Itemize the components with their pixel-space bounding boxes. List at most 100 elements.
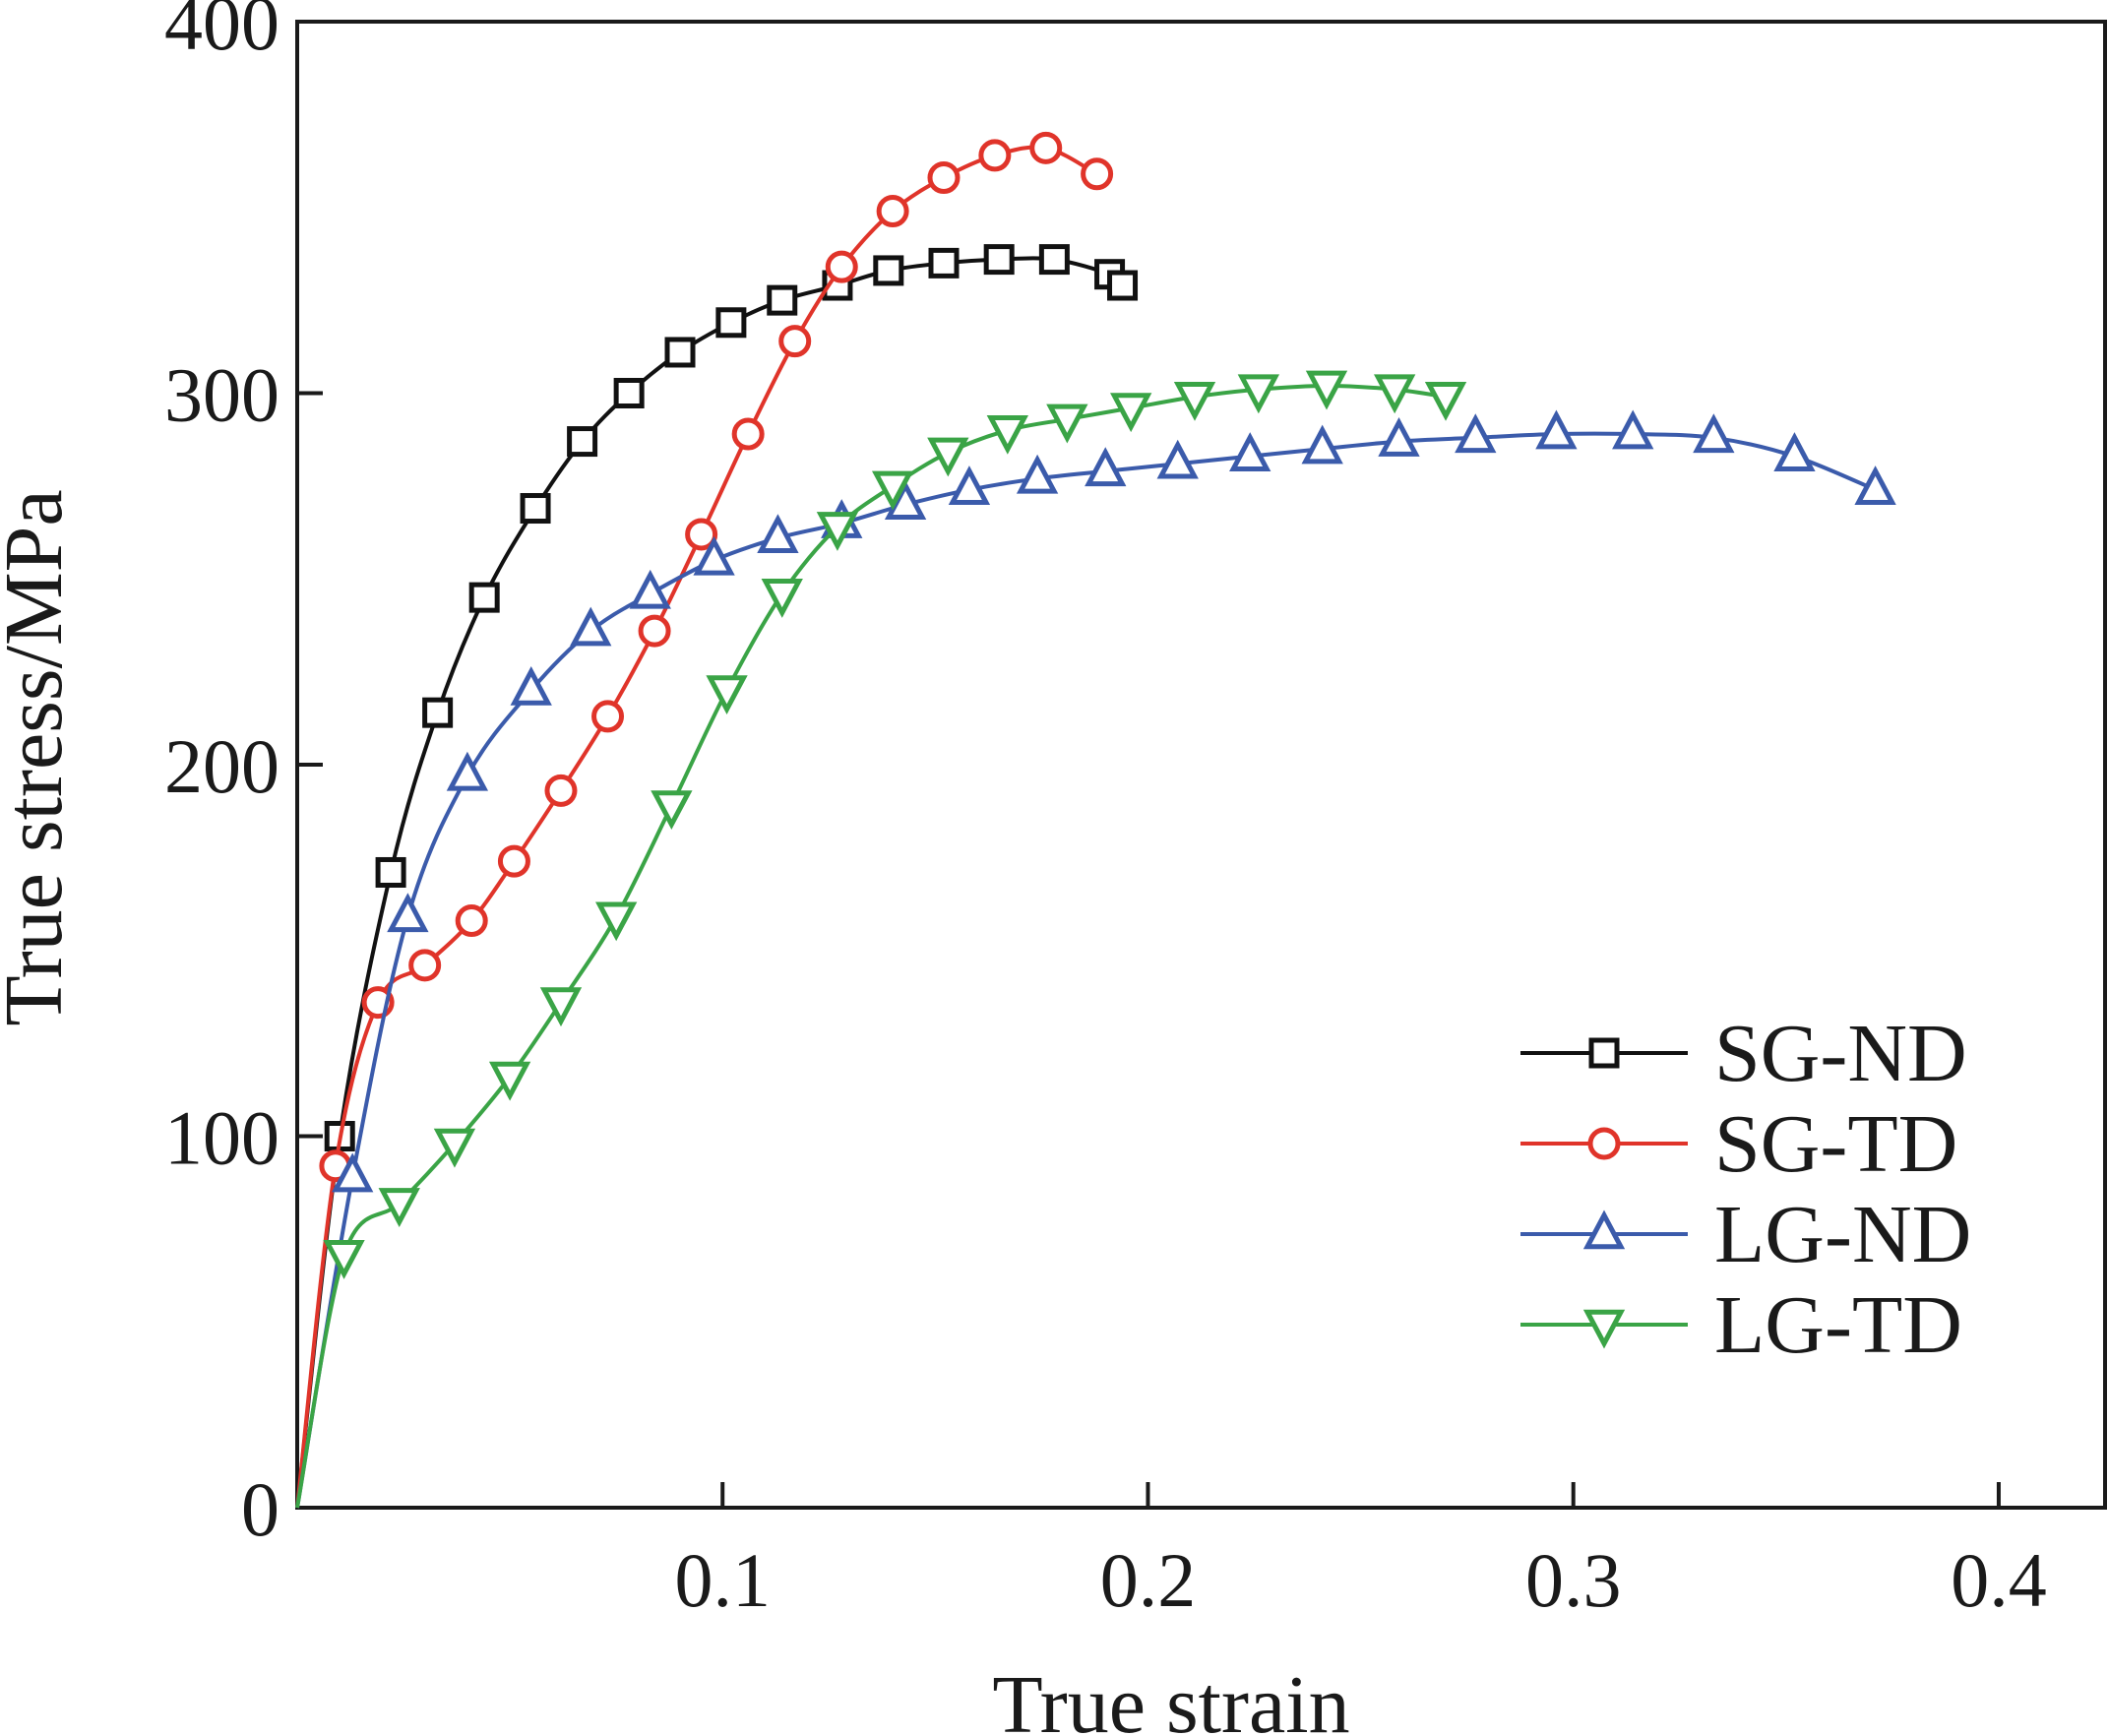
data-point <box>761 579 803 618</box>
data-point <box>1156 439 1199 479</box>
data-point <box>1305 370 1348 410</box>
data-point <box>986 414 1028 455</box>
data-point <box>1173 381 1216 421</box>
data-point <box>706 675 748 715</box>
legend-marker <box>1588 1037 1620 1069</box>
data-point <box>873 255 904 286</box>
data-point <box>1229 432 1271 471</box>
data-point <box>715 307 747 339</box>
data-point <box>927 161 961 195</box>
legend-item: LG-TD <box>1520 1279 1962 1371</box>
data-point <box>731 417 765 451</box>
y-tick-label: 200 <box>164 723 279 809</box>
x-axis-ticks: 0.1 0.2 0.3 0.4 <box>674 1482 2047 1623</box>
data-point <box>1110 393 1152 433</box>
y-tick-label: 100 <box>164 1095 279 1181</box>
data-point <box>1301 424 1343 465</box>
legend-item: SG-ND <box>1520 1008 1967 1099</box>
data-point <box>983 244 1015 276</box>
legend-marker <box>1582 1309 1626 1349</box>
y-axis-ticks: 0 100 200 300 400 <box>164 0 323 1552</box>
series-sg-nd <box>295 244 1139 1509</box>
data-point <box>1773 432 1816 471</box>
data-point <box>1455 413 1497 454</box>
series-lg-td <box>295 370 1467 1509</box>
data-point <box>757 514 799 554</box>
data-point <box>1046 403 1088 444</box>
data-point <box>408 949 442 982</box>
data-point <box>323 1240 365 1279</box>
data-point <box>767 284 798 316</box>
data-point <box>387 893 429 933</box>
data-point <box>1038 244 1070 276</box>
data-point <box>816 512 859 551</box>
legend-label: SG-ND <box>1714 1008 1967 1099</box>
data-point <box>332 1152 374 1193</box>
data-point <box>613 378 645 408</box>
legend-item: LG-ND <box>1520 1189 1971 1280</box>
series-lg-nd <box>295 409 1896 1509</box>
data-point <box>928 247 960 279</box>
data-point <box>433 1128 476 1168</box>
data-point <box>595 901 638 942</box>
data-point <box>685 518 718 551</box>
data-point <box>1374 374 1416 414</box>
y-axis-title: True stress/MPa <box>0 489 80 1025</box>
data-point <box>825 250 858 283</box>
data-point <box>567 426 598 458</box>
data-point <box>1612 409 1654 450</box>
series-layer <box>295 131 1896 1509</box>
data-point <box>948 465 991 505</box>
data-point <box>1854 465 1896 505</box>
data-point <box>375 856 406 888</box>
data-point <box>520 493 551 525</box>
legend-marker <box>1587 1127 1621 1160</box>
data-point <box>570 606 612 647</box>
legend-label: LG-ND <box>1714 1189 1971 1280</box>
legend-label: SG-TD <box>1714 1098 1957 1190</box>
y-tick-label: 400 <box>164 0 279 66</box>
data-point <box>638 614 671 648</box>
data-point <box>778 325 812 358</box>
data-point <box>871 470 914 511</box>
data-point <box>1107 270 1139 301</box>
legend-label: LG-TD <box>1714 1279 1962 1371</box>
legend-marker <box>1582 1209 1626 1250</box>
data-point <box>1693 413 1735 454</box>
data-point <box>1378 417 1420 457</box>
x-axis-title: True strain <box>992 1659 1349 1736</box>
y-tick-label: 0 <box>241 1466 279 1552</box>
data-point <box>629 569 671 609</box>
data-point <box>468 582 500 613</box>
data-point <box>693 535 735 576</box>
data-point <box>664 337 696 368</box>
x-tick-label: 0.1 <box>674 1537 771 1623</box>
data-point <box>1237 374 1280 414</box>
x-tick-label: 0.4 <box>1951 1537 2047 1623</box>
data-point <box>1016 454 1059 494</box>
data-point <box>539 987 583 1027</box>
data-point <box>591 700 625 733</box>
data-point <box>544 774 578 807</box>
x-tick-label: 0.2 <box>1100 1537 1197 1623</box>
data-point <box>422 697 454 728</box>
data-point <box>446 751 489 791</box>
data-point <box>510 665 552 706</box>
data-point <box>876 195 909 228</box>
data-point <box>651 790 693 831</box>
data-point <box>1535 409 1578 450</box>
series-sg-td <box>295 131 1114 1509</box>
data-point <box>1085 447 1127 487</box>
data-point <box>978 139 1012 172</box>
data-point <box>378 1188 420 1227</box>
data-point <box>927 437 969 477</box>
legend-item: SG-TD <box>1520 1098 1957 1190</box>
data-point <box>488 1061 531 1101</box>
data-point <box>497 844 530 878</box>
data-point <box>455 904 488 938</box>
data-point <box>1424 381 1467 421</box>
y-tick-label: 300 <box>164 352 279 438</box>
data-point <box>1029 131 1063 164</box>
